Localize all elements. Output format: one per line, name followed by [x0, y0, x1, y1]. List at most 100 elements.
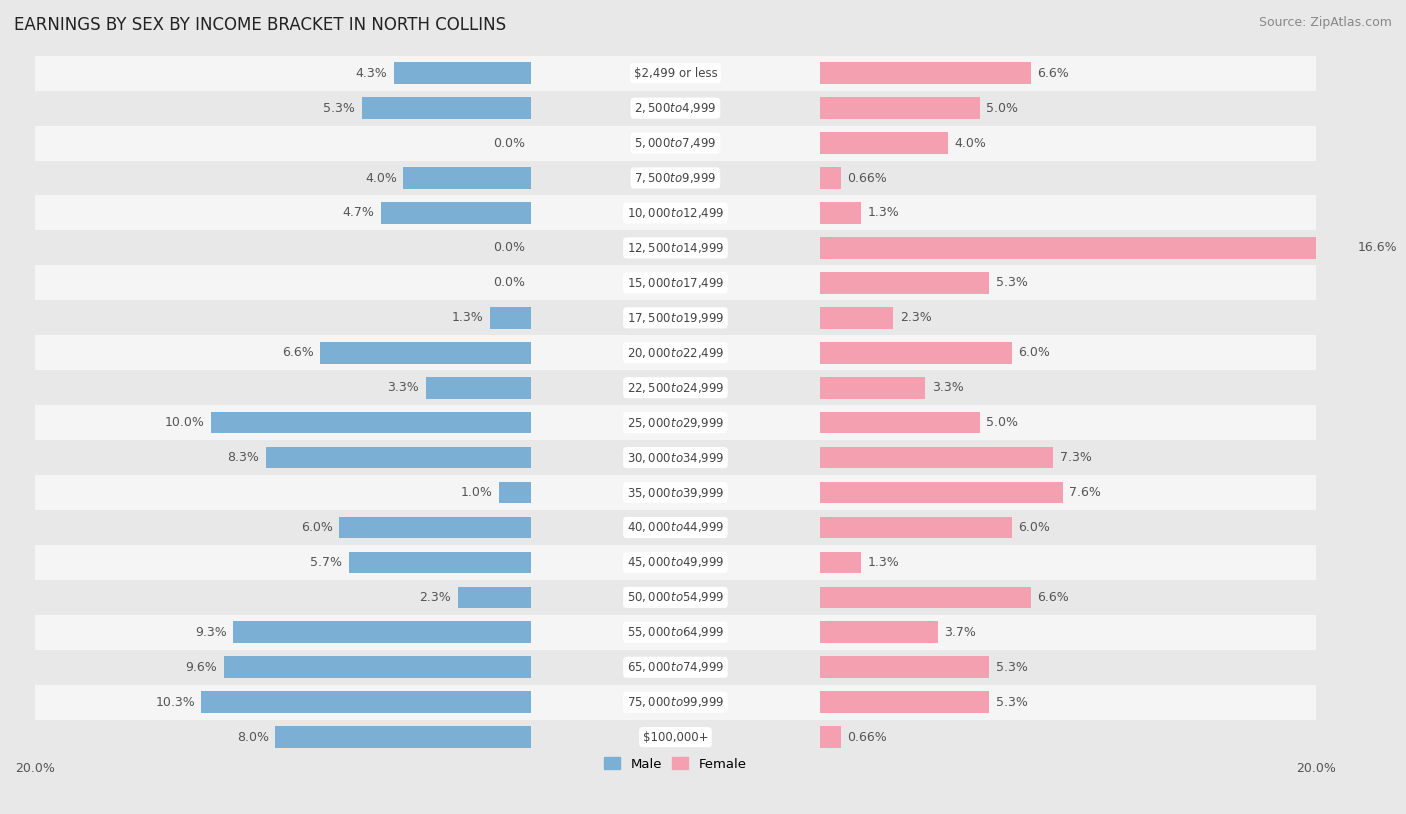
- Bar: [211, 412, 531, 434]
- Text: 6.0%: 6.0%: [301, 521, 333, 534]
- Text: 2.3%: 2.3%: [900, 311, 931, 324]
- Text: 6.6%: 6.6%: [1038, 591, 1069, 604]
- Bar: [35, 650, 1316, 685]
- Bar: [201, 691, 531, 713]
- Text: 6.0%: 6.0%: [1018, 521, 1050, 534]
- Bar: [820, 517, 1012, 538]
- Text: $2,499 or less: $2,499 or less: [634, 67, 717, 80]
- Bar: [266, 447, 531, 468]
- Bar: [820, 167, 841, 189]
- Bar: [820, 691, 990, 713]
- Text: 9.3%: 9.3%: [195, 626, 228, 639]
- Bar: [404, 167, 531, 189]
- Text: $7,500 to $9,999: $7,500 to $9,999: [634, 171, 717, 185]
- Text: 5.3%: 5.3%: [995, 661, 1028, 674]
- Bar: [35, 125, 1316, 160]
- Bar: [820, 272, 990, 294]
- Text: 4.0%: 4.0%: [366, 172, 396, 185]
- Bar: [820, 412, 980, 434]
- Text: 2.3%: 2.3%: [419, 591, 451, 604]
- Bar: [820, 656, 990, 678]
- Bar: [35, 300, 1316, 335]
- Text: 7.6%: 7.6%: [1070, 486, 1101, 499]
- Bar: [820, 552, 862, 573]
- Bar: [361, 98, 531, 119]
- Text: $2,500 to $4,999: $2,500 to $4,999: [634, 101, 717, 115]
- Text: 5.3%: 5.3%: [323, 102, 356, 115]
- Bar: [499, 482, 531, 503]
- Bar: [458, 587, 531, 608]
- Text: $20,000 to $22,499: $20,000 to $22,499: [627, 346, 724, 360]
- Text: 1.0%: 1.0%: [461, 486, 494, 499]
- Bar: [233, 621, 531, 643]
- Text: 10.0%: 10.0%: [165, 416, 205, 429]
- Text: 3.7%: 3.7%: [945, 626, 976, 639]
- Text: 0.66%: 0.66%: [846, 731, 887, 744]
- Bar: [394, 63, 531, 84]
- Bar: [489, 307, 531, 329]
- Bar: [35, 545, 1316, 580]
- Bar: [35, 440, 1316, 475]
- Bar: [35, 90, 1316, 125]
- Text: 4.3%: 4.3%: [356, 67, 387, 80]
- Text: $17,500 to $19,999: $17,500 to $19,999: [627, 311, 724, 325]
- Bar: [35, 195, 1316, 230]
- Text: $75,000 to $99,999: $75,000 to $99,999: [627, 695, 724, 709]
- Bar: [820, 377, 925, 399]
- Bar: [820, 482, 1063, 503]
- Bar: [820, 621, 938, 643]
- Bar: [276, 726, 531, 748]
- Bar: [426, 377, 531, 399]
- Text: $30,000 to $34,999: $30,000 to $34,999: [627, 451, 724, 465]
- Text: 6.0%: 6.0%: [1018, 346, 1050, 359]
- Bar: [35, 335, 1316, 370]
- Text: $55,000 to $64,999: $55,000 to $64,999: [627, 625, 724, 639]
- Bar: [35, 265, 1316, 300]
- Text: $5,000 to $7,499: $5,000 to $7,499: [634, 136, 717, 150]
- Text: 5.0%: 5.0%: [986, 416, 1018, 429]
- Bar: [321, 342, 531, 364]
- Text: $50,000 to $54,999: $50,000 to $54,999: [627, 590, 724, 604]
- Bar: [35, 160, 1316, 195]
- Bar: [339, 517, 531, 538]
- Text: $10,000 to $12,499: $10,000 to $12,499: [627, 206, 724, 220]
- Text: 0.0%: 0.0%: [494, 137, 524, 150]
- Bar: [820, 202, 862, 224]
- Bar: [35, 510, 1316, 545]
- Text: $22,500 to $24,999: $22,500 to $24,999: [627, 381, 724, 395]
- Bar: [35, 370, 1316, 405]
- Text: 1.3%: 1.3%: [868, 556, 900, 569]
- Bar: [35, 615, 1316, 650]
- Text: 3.3%: 3.3%: [932, 381, 963, 394]
- Text: $12,500 to $14,999: $12,500 to $14,999: [627, 241, 724, 255]
- Text: 5.7%: 5.7%: [311, 556, 343, 569]
- Text: 1.3%: 1.3%: [868, 207, 900, 220]
- Bar: [35, 720, 1316, 755]
- Text: $15,000 to $17,499: $15,000 to $17,499: [627, 276, 724, 290]
- Text: Source: ZipAtlas.com: Source: ZipAtlas.com: [1258, 16, 1392, 29]
- Bar: [820, 447, 1053, 468]
- Bar: [820, 587, 1031, 608]
- Bar: [35, 55, 1316, 90]
- Text: 7.3%: 7.3%: [1060, 451, 1091, 464]
- Text: 5.3%: 5.3%: [995, 277, 1028, 289]
- Text: $45,000 to $49,999: $45,000 to $49,999: [627, 555, 724, 570]
- Bar: [35, 580, 1316, 615]
- Bar: [35, 685, 1316, 720]
- Text: 3.3%: 3.3%: [388, 381, 419, 394]
- Text: 1.3%: 1.3%: [451, 311, 484, 324]
- Text: 6.6%: 6.6%: [281, 346, 314, 359]
- Text: 0.0%: 0.0%: [494, 277, 524, 289]
- Text: 9.6%: 9.6%: [186, 661, 218, 674]
- Text: 8.3%: 8.3%: [228, 451, 259, 464]
- Bar: [820, 307, 893, 329]
- Text: 5.0%: 5.0%: [986, 102, 1018, 115]
- Bar: [35, 405, 1316, 440]
- Bar: [35, 230, 1316, 265]
- Bar: [381, 202, 531, 224]
- Text: 16.6%: 16.6%: [1358, 242, 1398, 255]
- Text: 4.7%: 4.7%: [343, 207, 374, 220]
- Text: 10.3%: 10.3%: [155, 696, 195, 709]
- Bar: [820, 726, 841, 748]
- Bar: [820, 132, 948, 154]
